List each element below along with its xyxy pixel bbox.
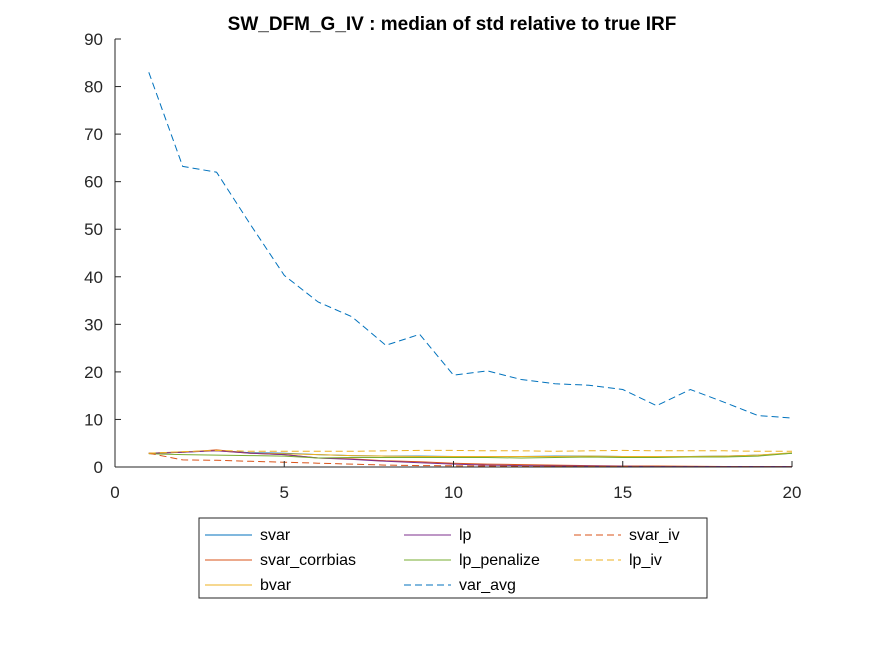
- legend-item-lp-iv: lp_iv: [574, 552, 662, 569]
- y-tick-label: 20: [84, 363, 103, 382]
- series-line-lp-iv: [148, 449, 792, 454]
- y-tick-label: 0: [94, 458, 103, 477]
- y-tick-label: 60: [84, 173, 103, 192]
- legend-label: var_avg: [459, 577, 516, 594]
- y-tick-label: 90: [84, 30, 103, 49]
- legend-label: bvar: [260, 577, 292, 594]
- y-tick-label: 70: [84, 125, 103, 144]
- y-tick-label: 30: [84, 315, 103, 334]
- legend-box: [198, 517, 708, 599]
- legend-label: lp: [459, 527, 472, 544]
- legend-label: lp_penalize: [459, 552, 540, 569]
- legend-item-lp-penalize: lp_penalize: [404, 552, 540, 569]
- series-line-lp-penalize: [148, 452, 793, 459]
- chart-title: SW_DFM_G_IV : median of std relative to …: [228, 14, 677, 35]
- x-tick-label: 5: [280, 483, 289, 502]
- y-tick-label: 50: [84, 220, 103, 239]
- x-tick-label: 20: [783, 483, 802, 502]
- x-tick-label: 15: [613, 483, 632, 502]
- axes: 0 10 20 30 40 50 60 70 80 90 0 5 10 15 20: [84, 30, 801, 502]
- legend-item-bvar: bvar: [205, 577, 292, 594]
- legend-label: svar_iv: [629, 527, 680, 544]
- legend-item-svar: svar: [205, 527, 291, 544]
- x-tick-label: 10: [444, 483, 463, 502]
- legend-item-svar-iv: svar_iv: [574, 527, 680, 544]
- series-line-var-avg: [148, 72, 793, 419]
- series-line-lp: [148, 450, 792, 467]
- series-line-svar-iv: [148, 452, 792, 468]
- plot-area: [148, 72, 793, 468]
- legend-label: svar: [260, 527, 291, 544]
- x-tick-label: 0: [110, 483, 119, 502]
- legend-item-var-avg: var_avg: [404, 577, 516, 594]
- legend-label: lp_iv: [629, 552, 662, 569]
- y-tick-label: 40: [84, 268, 103, 287]
- legend-item-svar-corrbias: svar_corrbias: [205, 552, 356, 569]
- legend-label: svar_corrbias: [260, 552, 356, 569]
- y-tick-label: 10: [84, 410, 103, 429]
- legend-item-lp: lp: [404, 527, 472, 544]
- y-tick-label: 80: [84, 78, 103, 97]
